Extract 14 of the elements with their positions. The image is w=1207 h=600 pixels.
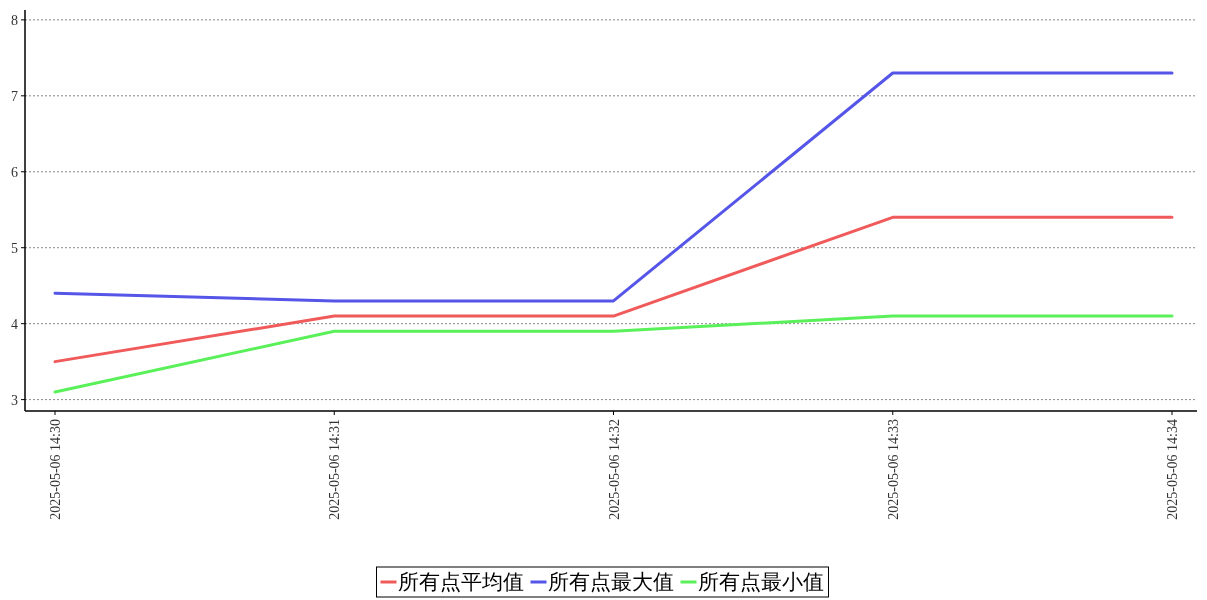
x-tick-label: 2025-05-06 14:34 <box>1165 419 1180 520</box>
y-tick-label: 4 <box>11 316 18 332</box>
y-tick-label: 8 <box>11 12 18 28</box>
x-tick-label: 2025-05-06 14:33 <box>885 419 901 520</box>
y-tick-label: 5 <box>11 240 18 256</box>
y-tick-label: 6 <box>11 164 18 180</box>
x-tick-label: 2025-05-06 14:30 <box>48 419 63 520</box>
y-tick-label: 3 <box>11 392 18 408</box>
legend-label: 所有点平均值 <box>397 570 524 594</box>
y-tick-label: 7 <box>11 88 18 104</box>
legend-label: 所有点最小值 <box>697 570 824 594</box>
x-tick-label: 2025-05-06 14:31 <box>327 419 343 520</box>
x-tick-label: 2025-05-06 14:32 <box>606 419 622 520</box>
legend-label: 所有点最大值 <box>547 570 674 594</box>
